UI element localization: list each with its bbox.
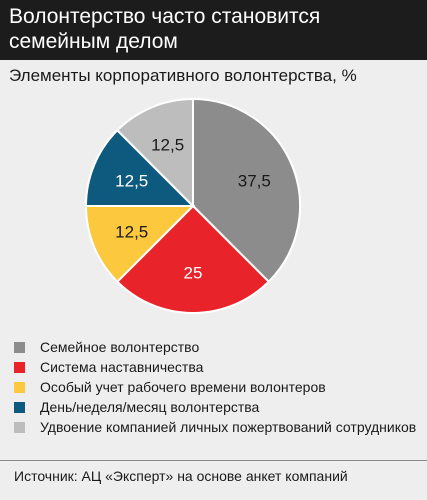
header-bar: Волонтерство часто становится семейным д… xyxy=(0,0,427,60)
chart-title: Элементы корпоративного волонтерства, % xyxy=(9,66,357,85)
divider xyxy=(0,460,427,461)
legend-swatch xyxy=(14,362,25,373)
pie-slice-value-label: 37,5 xyxy=(238,172,271,191)
legend-label: Удвоение компанией личных пожертвований … xyxy=(40,419,417,435)
pie-slice xyxy=(115,204,271,314)
pie-slice-value-label: 12,5 xyxy=(115,172,148,191)
legend-item: Система наставничества xyxy=(14,358,427,378)
legend-label: День/неделя/месяц волонтерства xyxy=(40,399,260,415)
pie-slice xyxy=(84,128,196,207)
pie-slice xyxy=(115,97,194,209)
legend-label: Особый учет рабочего времени волонтеров xyxy=(40,379,326,395)
legend-item: День/неделя/месяц волонтерства xyxy=(14,398,427,418)
pie-slice-value-label: 12,5 xyxy=(151,136,184,155)
legend-swatch xyxy=(14,382,25,393)
legend-swatch xyxy=(14,402,25,413)
pie-slice xyxy=(84,205,196,284)
chart-legend: Семейное волонтерство Система наставничес… xyxy=(14,338,427,438)
page-title: Волонтерство часто становится семейным д… xyxy=(9,5,321,53)
source-note: Источник: АЦ «Эксперт» на основе анкет к… xyxy=(14,468,348,484)
legend-item: Удвоение компанией личных пожертвований … xyxy=(14,418,427,438)
pie-slice xyxy=(192,97,301,284)
legend-swatch xyxy=(14,422,25,433)
pie-slice-value-label: 12,5 xyxy=(115,222,148,241)
legend-swatch xyxy=(14,342,25,353)
legend-item: Особый учет рабочего времени волонтеров xyxy=(14,378,427,398)
legend-label: Система наставничества xyxy=(40,359,204,375)
legend-item: Семейное волонтерство xyxy=(14,338,427,358)
legend-label: Семейное волонтерство xyxy=(40,339,200,355)
pie-slice-value-label: 25 xyxy=(184,263,203,282)
